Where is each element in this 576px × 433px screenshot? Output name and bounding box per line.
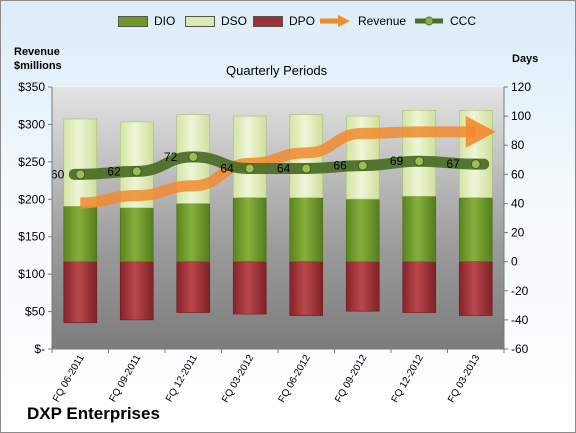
right-tick-label: 80 xyxy=(511,138,525,152)
left-tick-label: $250 xyxy=(18,155,45,169)
left-tick-label: $300 xyxy=(18,117,45,131)
x-tick-label: FQ 06-2012 xyxy=(277,353,313,405)
legend-item-revenue: Revenue xyxy=(318,13,406,29)
legend-label-dso: DSO xyxy=(221,14,248,28)
bar-dio xyxy=(176,203,211,262)
ccc-marker xyxy=(470,159,481,170)
left-tick-label: $50 xyxy=(25,305,45,319)
right-axis-title: Days xyxy=(512,53,539,65)
right-tick-label: -60 xyxy=(511,342,529,356)
legend-line-icon xyxy=(415,16,443,26)
left-axis-title-line1: Revenue xyxy=(14,46,60,58)
bar-dpo xyxy=(289,261,324,316)
legend-label-revenue: Revenue xyxy=(358,14,407,28)
bar-dpo xyxy=(345,261,380,312)
revenue-arrowhead xyxy=(465,115,496,148)
bar-dio xyxy=(289,197,324,262)
right-tick-label: 0 xyxy=(511,255,518,269)
ccc-marker xyxy=(244,163,255,174)
ccc-marker xyxy=(414,156,425,167)
left-axis-title: Revenue $millions xyxy=(14,45,62,73)
left-tick-label: $350 xyxy=(18,80,45,94)
legend-label-ccc: CCC xyxy=(450,14,476,28)
legend-label-dpo: DPO xyxy=(289,14,316,28)
ccc-marker xyxy=(188,151,199,162)
x-tick-label: FQ 03-2013 xyxy=(446,353,482,405)
ccc-data-label: 64 xyxy=(220,162,234,176)
x-tick-label: FQ 09-2011 xyxy=(108,353,144,404)
left-tick-label: $100 xyxy=(18,267,45,281)
legend-label-dio: DIO xyxy=(154,14,176,28)
legend-swatch-dio xyxy=(118,15,148,27)
ccc-data-label: 67 xyxy=(446,157,460,171)
right-tick-label: 20 xyxy=(511,226,525,240)
ccc-marker xyxy=(75,169,86,180)
ccc-data-label: 66 xyxy=(333,159,347,173)
legend-swatch-dso xyxy=(185,15,215,27)
chart-title: Quarterly Periods xyxy=(226,63,328,78)
legend-swatch-dpo xyxy=(253,15,283,27)
left-tick-label: $150 xyxy=(18,230,45,244)
bar-dio xyxy=(63,206,98,262)
x-tick-label: FQ 06-2011 xyxy=(51,353,87,404)
ccc-data-label: 72 xyxy=(164,150,178,164)
bar-dio xyxy=(458,197,493,262)
bar-dso xyxy=(402,110,437,197)
bar-dio xyxy=(232,197,267,262)
legend-arrow-icon xyxy=(320,15,350,27)
bar-dpo xyxy=(232,261,267,315)
bar-dpo xyxy=(119,261,154,321)
right-tick-label: -40 xyxy=(511,313,529,327)
bar-dio xyxy=(119,207,154,263)
right-tick-label: 40 xyxy=(511,196,525,210)
bar-dio xyxy=(345,198,380,263)
right-tick-label: 100 xyxy=(511,109,531,123)
ccc-marker xyxy=(131,166,142,177)
bar-dpo xyxy=(63,261,98,324)
bar-dio xyxy=(402,195,437,262)
right-tick-label: -20 xyxy=(511,284,529,298)
bar-dpo xyxy=(458,261,493,316)
x-tick-label: FQ 09-2012 xyxy=(333,353,369,405)
x-tick-label: FQ 03-2012 xyxy=(220,353,256,405)
x-tick-label: FQ 12-2012 xyxy=(390,353,426,405)
bar-dso xyxy=(63,118,98,207)
revenue-line xyxy=(80,126,476,209)
ccc-data-label: 60 xyxy=(51,167,65,181)
bar-dso xyxy=(232,115,267,198)
right-tick-label: 120 xyxy=(511,80,531,94)
ccc-marker xyxy=(357,160,368,171)
ccc-data-label: 62 xyxy=(107,164,121,178)
left-tick-label: $- xyxy=(34,342,45,356)
bar-dpo xyxy=(176,261,211,313)
left-tick-label: $200 xyxy=(18,192,45,206)
plot-area xyxy=(52,87,504,349)
left-axis-title-line2: $millions xyxy=(14,60,62,72)
legend-item-dpo: DPO xyxy=(253,13,315,29)
legend-item-dio: DIO xyxy=(118,13,175,29)
bar-dpo xyxy=(402,261,437,313)
x-tick-label: FQ 12-2011 xyxy=(164,353,200,404)
right-tick-label: 60 xyxy=(511,167,525,181)
ccc-marker xyxy=(301,163,312,174)
legend-item-ccc: CCC xyxy=(414,13,476,29)
company-name: DXP Enterprises xyxy=(27,404,160,423)
ccc-data-label: 69 xyxy=(390,154,404,168)
ccc-data-label: 64 xyxy=(277,162,291,176)
legend-item-dso: DSO xyxy=(185,13,247,29)
